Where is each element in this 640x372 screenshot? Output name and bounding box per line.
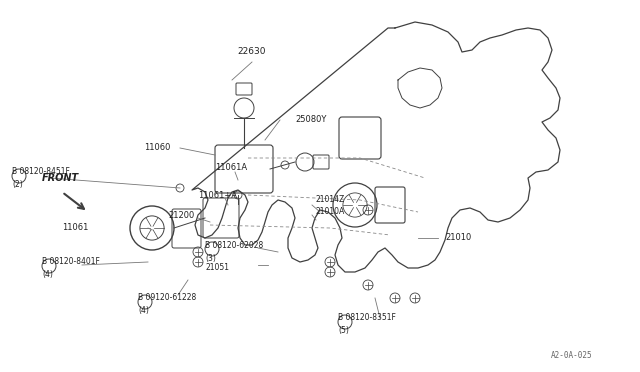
Text: B 08120-8401F: B 08120-8401F bbox=[42, 257, 100, 266]
Text: 21010A: 21010A bbox=[315, 208, 344, 217]
Text: FRONT: FRONT bbox=[42, 173, 79, 183]
Text: A2-0A-025: A2-0A-025 bbox=[551, 350, 593, 359]
Text: (4): (4) bbox=[42, 270, 53, 279]
Text: 21051: 21051 bbox=[205, 263, 229, 273]
Text: 25080Y: 25080Y bbox=[295, 115, 326, 125]
Text: 21200: 21200 bbox=[168, 211, 195, 219]
Text: (2): (2) bbox=[12, 180, 23, 189]
Text: 11061: 11061 bbox=[61, 224, 88, 232]
Text: 21010: 21010 bbox=[445, 234, 471, 243]
Text: (4): (4) bbox=[138, 305, 149, 314]
Text: B 08120-62028: B 08120-62028 bbox=[205, 241, 263, 250]
Text: (5): (5) bbox=[338, 326, 349, 334]
Text: (3): (3) bbox=[205, 253, 216, 263]
Text: 11061+A: 11061+A bbox=[198, 190, 237, 199]
Text: 11060: 11060 bbox=[143, 144, 170, 153]
Text: B 09120-61228: B 09120-61228 bbox=[138, 294, 196, 302]
Text: 21014Z: 21014Z bbox=[315, 196, 344, 205]
Text: 11061A: 11061A bbox=[215, 164, 247, 173]
Text: B 08120-8351F: B 08120-8351F bbox=[338, 314, 396, 323]
Text: B 08120-8451F: B 08120-8451F bbox=[12, 167, 70, 176]
Text: 22630: 22630 bbox=[237, 48, 266, 57]
